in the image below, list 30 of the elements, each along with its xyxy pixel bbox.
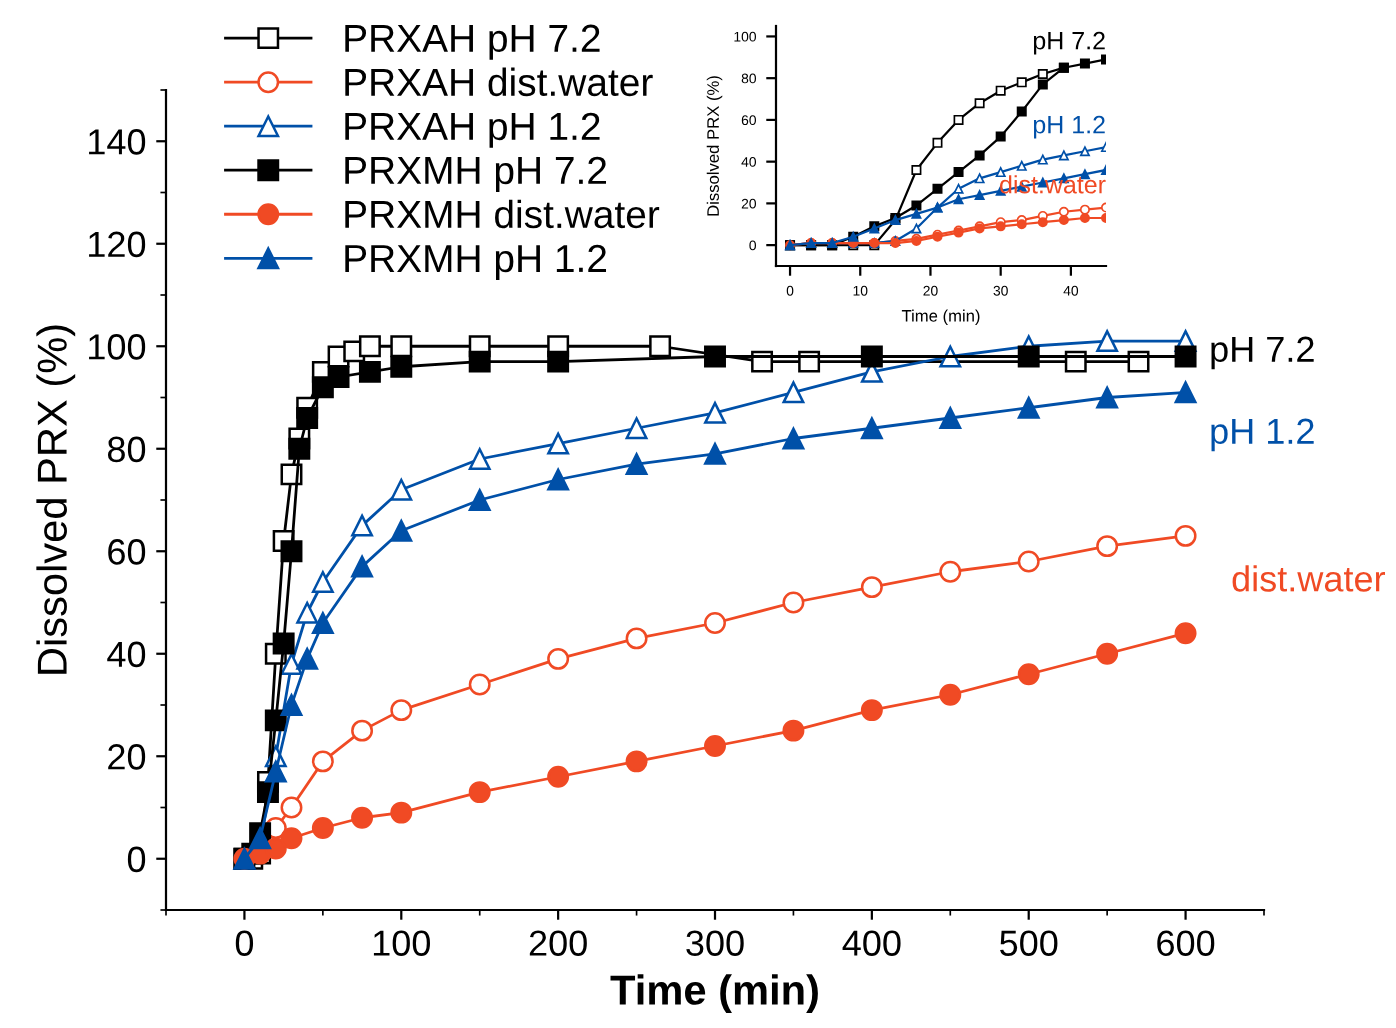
annotation: pH 7.2 <box>1211 336 1314 370</box>
annotation: pH 7.2 <box>1033 31 1105 55</box>
x-tick-label: 200 <box>529 930 587 956</box>
y-tick-label: 120 <box>89 231 146 258</box>
annotation: pH 1.2 <box>1033 115 1105 139</box>
y-axis-title: Dissolved PRX (%) <box>706 76 723 216</box>
x-axis-title: Time (min) <box>610 974 818 1014</box>
y-tick-label: 60 <box>108 539 146 565</box>
x-axis-title: Time (min) <box>901 309 980 326</box>
legend-label: PRXAH dist.water <box>345 67 653 97</box>
y-tick-label: 0 <box>127 846 146 873</box>
x-tick-label: 0 <box>235 930 254 956</box>
legend-label: PRXAH pH 7.2 <box>345 24 600 60</box>
legend-label: PRXAH pH 1.2 <box>345 112 600 148</box>
x-tick-label: 500 <box>1000 930 1058 956</box>
y-tick-label: 140 <box>89 129 146 155</box>
x-tick-label: 600 <box>1157 930 1215 956</box>
y-tick-label: 80 <box>107 436 146 463</box>
x-tick-label: 100 <box>373 930 430 956</box>
legend-label: PRXMH pH 1.2 <box>345 244 607 280</box>
y-tick-label: 20 <box>108 744 146 770</box>
annotation: pH 1.2 <box>1211 418 1314 452</box>
legend-label: PRXMH pH 7.2 <box>345 156 607 192</box>
annotation: dist.water <box>1232 565 1385 592</box>
legend-label: PRXMH dist.water <box>345 199 660 229</box>
y-tick-label: 40 <box>107 641 146 668</box>
x-tick-label: 400 <box>842 930 901 956</box>
x-tick-label: 300 <box>686 930 744 956</box>
y-axis-title: Dissolved PRX (%) <box>36 325 76 674</box>
y-tick-label: 100 <box>89 334 146 360</box>
